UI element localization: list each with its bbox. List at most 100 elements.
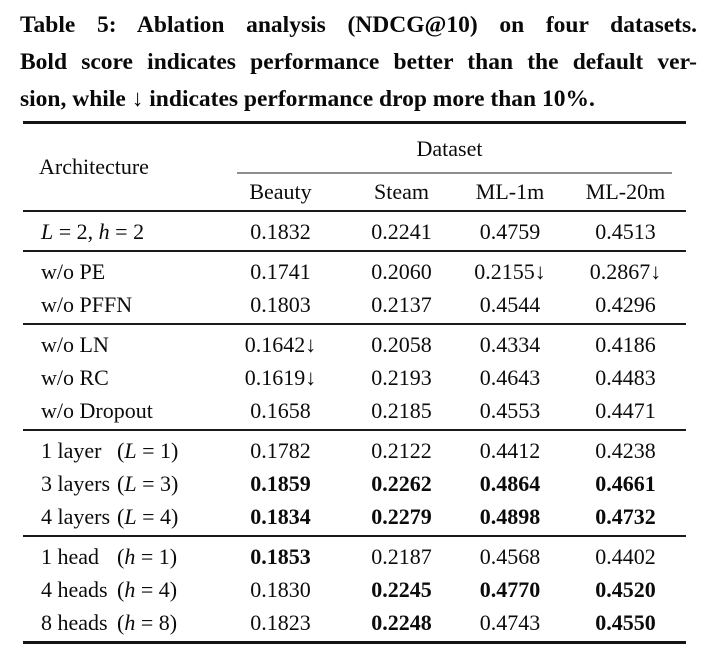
cell-ml1m: 0.4759 bbox=[479, 218, 541, 244]
column-header-steam: Steam bbox=[374, 179, 429, 204]
cell-ml1m: 0.4334 bbox=[479, 331, 541, 357]
cell-ml20m: 0.4520 bbox=[595, 576, 656, 602]
table-section-1: L = 2, h = 2 0.1832 0.2241 0.4759 0.4513 bbox=[23, 212, 686, 250]
cell-ml20m: 0.4513 bbox=[595, 218, 656, 244]
column-header-ml-1m: ML-1m bbox=[475, 179, 545, 204]
table-row: w/o LN 0.1642↓ 0.2058 0.4334 0.4186 bbox=[23, 328, 686, 361]
row-label-text: 8 heads bbox=[41, 609, 108, 635]
cell-steam: 0.2058 bbox=[371, 331, 432, 357]
cell-beauty: 0.1834 bbox=[250, 503, 311, 529]
paper-table-figure: Table 5: Ablation analysis (NDCG@10) on … bbox=[0, 7, 710, 666]
dataset-group-header-block: Dataset bbox=[213, 124, 686, 174]
row-label: w/o PE bbox=[23, 255, 213, 288]
cell-beauty: 0.1832 bbox=[250, 218, 311, 244]
caption-line-2: Bold score indicates performance better … bbox=[20, 49, 697, 75]
cell-beauty: 0.1741 bbox=[250, 258, 311, 284]
cell-ml1m: 0.4743 bbox=[479, 609, 541, 635]
cell-steam: 0.2193 bbox=[371, 364, 432, 390]
row-label-parenthetical: (L = 1) bbox=[117, 437, 179, 463]
cell-ml1m: 0.4864 bbox=[479, 470, 541, 496]
row-label-parenthetical: (h = 4) bbox=[117, 576, 178, 602]
cell-ml20m: 0.2867↓ bbox=[589, 258, 662, 284]
dataset-column-headers: Beauty Steam ML-1m ML-20m bbox=[213, 174, 686, 210]
cell-steam: 0.2241 bbox=[371, 218, 432, 244]
cell-ml20m: 0.4186 bbox=[595, 331, 656, 357]
row-label: 3 layers (L = 3) bbox=[23, 467, 213, 500]
column-header-ml-20m: ML-20m bbox=[585, 179, 666, 204]
cell-ml20m: 0.4732 bbox=[595, 503, 656, 529]
ablation-table: Architecture Dataset Beauty Steam ML-1m ML-… bbox=[23, 121, 686, 644]
table-section-2: w/o PE 0.1741 0.2060 0.2155↓ 0.2867↓ w/o… bbox=[23, 250, 686, 323]
cell-steam: 0.2122 bbox=[371, 437, 432, 463]
architecture-header: Architecture bbox=[39, 154, 149, 179]
cell-steam: 0.2248 bbox=[371, 609, 432, 635]
cell-beauty: 0.1619↓ bbox=[244, 364, 317, 390]
cell-steam: 0.2262 bbox=[371, 470, 432, 496]
row-label-text: L = 2, h = 2 bbox=[41, 218, 145, 244]
cell-ml20m: 0.4661 bbox=[595, 470, 656, 496]
row-label: w/o RC bbox=[23, 361, 213, 394]
cell-beauty: 0.1823 bbox=[250, 609, 311, 635]
cell-ml1m: 0.4544 bbox=[479, 291, 541, 317]
caption-line-3: sion, while ↓ indicates performance drop… bbox=[20, 86, 595, 112]
table-row: L = 2, h = 2 0.1832 0.2241 0.4759 0.4513 bbox=[23, 215, 686, 248]
table-section-4: 1 layer (L = 1) 0.1782 0.2122 0.4412 0.42… bbox=[23, 429, 686, 535]
table-header: Architecture Dataset Beauty Steam ML-1m ML-… bbox=[23, 124, 686, 212]
table-row: 4 layers (L = 4) 0.1834 0.2279 0.4898 0.4… bbox=[23, 500, 686, 533]
dataset-group-header: Dataset bbox=[416, 136, 483, 161]
row-label-text: 1 layer bbox=[41, 437, 102, 463]
cell-ml20m: 0.4483 bbox=[595, 364, 656, 390]
table-section-3: w/o LN 0.1642↓ 0.2058 0.4334 0.4186 w/o … bbox=[23, 323, 686, 429]
cell-steam: 0.2137 bbox=[371, 291, 432, 317]
cell-steam: 0.2245 bbox=[371, 576, 432, 602]
row-label-text: w/o LN bbox=[41, 331, 109, 357]
table-section-5: 1 head (h = 1) 0.1853 0.2187 0.4568 0.440… bbox=[23, 535, 686, 641]
table-row: w/o RC 0.1619↓ 0.2193 0.4643 0.4483 bbox=[23, 361, 686, 394]
table-row: 1 head (h = 1) 0.1853 0.2187 0.4568 0.440… bbox=[23, 540, 686, 573]
row-label-text: 3 layers bbox=[41, 470, 111, 496]
row-label-parenthetical: (L = 3) bbox=[117, 470, 179, 496]
row-label-parenthetical: (L = 4) bbox=[117, 503, 179, 529]
cell-beauty: 0.1658 bbox=[250, 397, 311, 423]
cell-beauty: 0.1642↓ bbox=[244, 331, 317, 357]
cell-steam: 0.2060 bbox=[371, 258, 432, 284]
caption-line-1: Table 5: Ablation analysis (NDCG@10) on … bbox=[20, 12, 697, 38]
cell-steam: 0.2187 bbox=[371, 543, 432, 569]
cell-steam: 0.2185 bbox=[371, 397, 432, 423]
cell-beauty: 0.1803 bbox=[250, 291, 311, 317]
row-label-text: w/o Dropout bbox=[41, 397, 153, 423]
row-label: 8 heads (h = 8) bbox=[23, 606, 213, 639]
table-row: w/o PFFN 0.1803 0.2137 0.4544 0.4296 bbox=[23, 288, 686, 321]
row-label-text: 4 heads bbox=[41, 576, 108, 602]
cell-ml20m: 0.4238 bbox=[595, 437, 656, 463]
row-label: 1 layer (L = 1) bbox=[23, 434, 213, 467]
row-label: 1 head (h = 1) bbox=[23, 540, 213, 573]
cell-steam: 0.2279 bbox=[371, 503, 432, 529]
row-label: 4 heads (h = 4) bbox=[23, 573, 213, 606]
table-row: 1 layer (L = 1) 0.1782 0.2122 0.4412 0.42… bbox=[23, 434, 686, 467]
cell-ml1m: 0.4643 bbox=[479, 364, 541, 390]
cell-beauty: 0.1782 bbox=[250, 437, 311, 463]
row-label: 4 layers (L = 4) bbox=[23, 500, 213, 533]
table-row: w/o PE 0.1741 0.2060 0.2155↓ 0.2867↓ bbox=[23, 255, 686, 288]
row-label-text: w/o PE bbox=[41, 258, 106, 284]
cell-ml20m: 0.4296 bbox=[595, 291, 656, 317]
row-label-text: w/o PFFN bbox=[41, 291, 133, 317]
row-label: L = 2, h = 2 bbox=[23, 215, 213, 248]
cell-ml1m: 0.2155↓ bbox=[474, 258, 546, 284]
cell-ml20m: 0.4471 bbox=[595, 397, 656, 423]
row-label-text: 4 layers bbox=[41, 503, 111, 529]
table-row: 4 heads (h = 4) 0.1830 0.2245 0.4770 0.45… bbox=[23, 573, 686, 606]
row-label: w/o PFFN bbox=[23, 288, 213, 321]
dataset-underline-rule bbox=[237, 172, 672, 174]
cell-beauty: 0.1859 bbox=[250, 470, 311, 496]
table-row: w/o Dropout 0.1658 0.2185 0.4553 0.4471 bbox=[23, 394, 686, 427]
cell-ml1m: 0.4553 bbox=[479, 397, 541, 423]
row-label-parenthetical: (h = 8) bbox=[117, 609, 178, 635]
cell-ml1m: 0.4412 bbox=[479, 437, 541, 463]
cell-beauty: 0.1830 bbox=[250, 576, 311, 602]
table-row: 8 heads (h = 8) 0.1823 0.2248 0.4743 0.45… bbox=[23, 606, 686, 639]
row-label: w/o Dropout bbox=[23, 394, 213, 427]
row-label-text: 1 head bbox=[41, 543, 100, 569]
row-label-text: w/o RC bbox=[41, 364, 109, 390]
